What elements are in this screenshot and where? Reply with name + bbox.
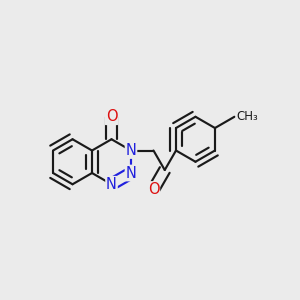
Text: N: N bbox=[106, 177, 117, 192]
Text: O: O bbox=[106, 109, 117, 124]
Text: N: N bbox=[126, 166, 136, 181]
Text: CH₃: CH₃ bbox=[236, 110, 258, 123]
Text: O: O bbox=[148, 182, 159, 197]
Text: N: N bbox=[126, 143, 136, 158]
